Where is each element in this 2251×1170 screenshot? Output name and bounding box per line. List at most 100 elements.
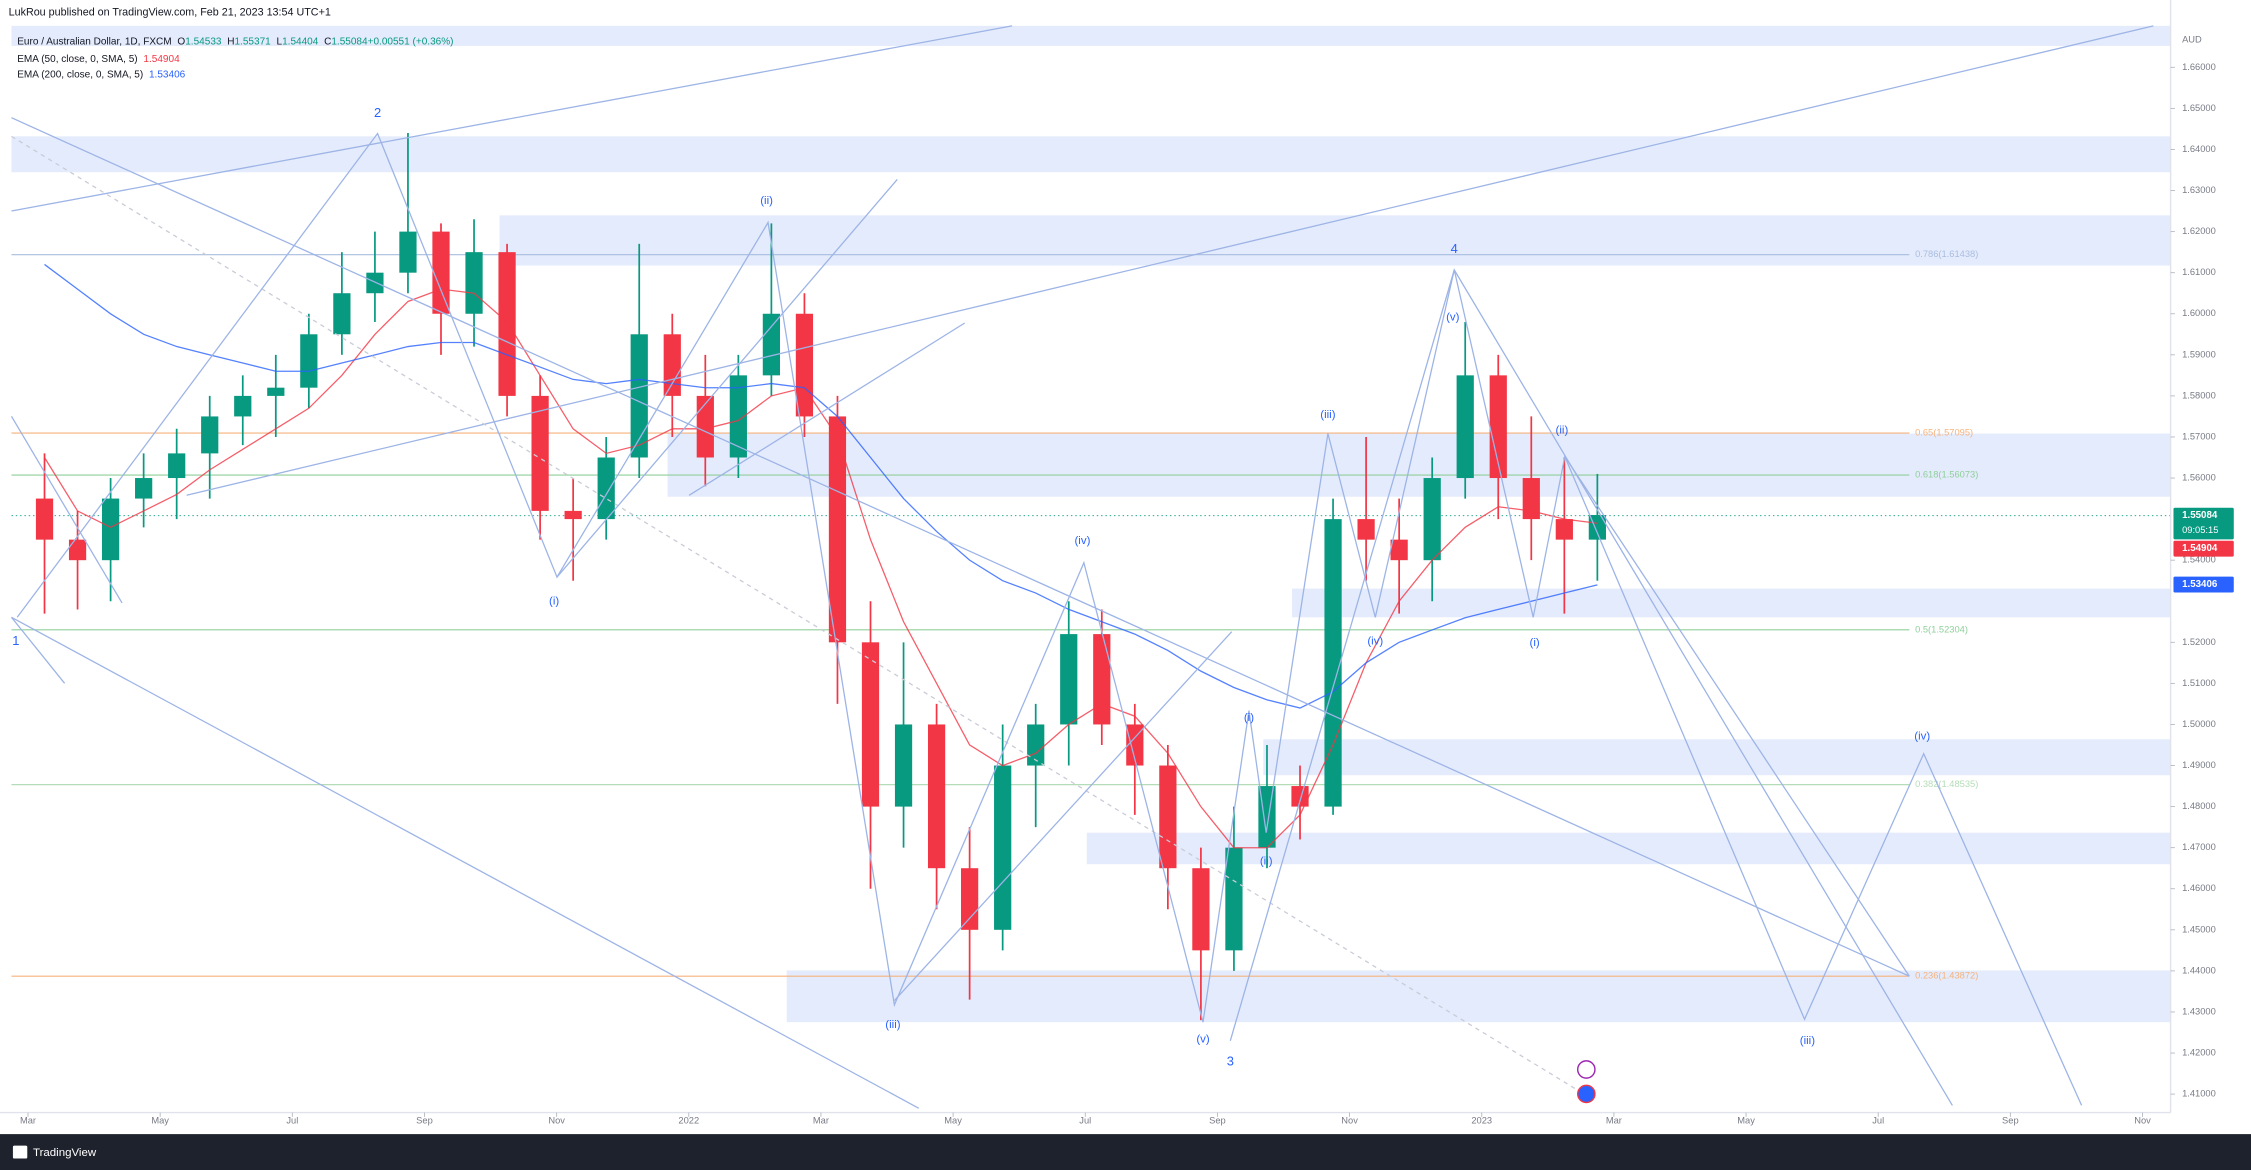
- y-tick-label: 1.51000: [2182, 678, 2216, 688]
- x-tick-label: 2023: [1471, 1116, 1492, 1126]
- y-tick-label: 1.56000: [2182, 473, 2216, 483]
- candle-body: [1192, 868, 1210, 951]
- zone: [11, 136, 2171, 173]
- logo[interactable]: [12, 1145, 28, 1159]
- footer-brand[interactable]: TradingView: [33, 1147, 97, 1159]
- wave-label: (v): [1446, 311, 1460, 323]
- zone: [1292, 588, 2171, 618]
- candle-body: [1324, 519, 1342, 807]
- trend-line: [10, 415, 123, 604]
- y-tick-label: 1.54000: [2182, 555, 2216, 565]
- candle-body: [1060, 634, 1078, 725]
- ema-name: EMA (200, close, 0, SMA, 5): [17, 69, 143, 80]
- ema-name: EMA (50, close, 0, SMA, 5): [17, 54, 137, 65]
- candle-body: [1588, 514, 1606, 540]
- price-tag: [2173, 507, 2234, 540]
- ohlc-key: O: [177, 36, 185, 47]
- y-tick-label: 1.47000: [2182, 842, 2216, 852]
- wave-label: (iv): [1074, 535, 1090, 547]
- candle-body: [432, 231, 450, 314]
- candle-body: [696, 395, 714, 458]
- candle-body: [1357, 519, 1375, 540]
- price-tag: [2173, 576, 2234, 593]
- wave-label: (iv): [1367, 636, 1383, 648]
- wave-labels: 1 2 (i) (ii) (iii) (iv) (v) 3 (i) (ii) (iii) (iv) (v…: [12, 105, 1930, 1069]
- wave-label: 1: [12, 633, 19, 648]
- candle-body: [498, 252, 516, 396]
- candle-body: [663, 334, 681, 396]
- candle-body: [729, 375, 747, 458]
- price-tag: [2173, 540, 2234, 557]
- wave-label: (i): [1530, 637, 1540, 649]
- trend-line: [11, 117, 1910, 977]
- symbol: Euro / Australian Dollar, 1D, FXCM: [17, 36, 171, 47]
- ohlc-value: +0.00551 (+0.36%): [368, 36, 454, 47]
- ema-legend-entry: EMA (50, close, 0, SMA, 5) 1.54904: [17, 54, 180, 65]
- wave-label: 3: [1227, 1054, 1234, 1069]
- wave-label: (i): [549, 596, 559, 608]
- y-tick-label: 1.60000: [2182, 308, 2216, 318]
- candle-body: [201, 416, 219, 454]
- x-tick-label: Mar: [813, 1116, 829, 1126]
- y-tick-label: 1.44000: [2182, 965, 2216, 975]
- trend-line: [1564, 456, 1910, 977]
- wave-path: [16, 132, 2083, 1106]
- candle-body: [399, 231, 417, 273]
- x-tick-label: Sep: [416, 1116, 433, 1126]
- candle-body: [1126, 724, 1144, 766]
- wave-label: (ii): [1556, 425, 1569, 437]
- fib-levels: 0.786(1.61438) 0.65(1.57095) 0.618(1.56073…: [11, 249, 2171, 981]
- publisher: LukRou published on TradingView.com, Feb…: [9, 7, 331, 19]
- ohlc-value: 1.55084: [331, 36, 368, 47]
- event-icon[interactable]: [1576, 1060, 1596, 1079]
- trend-line: [556, 179, 898, 578]
- zone: [786, 970, 2171, 1023]
- candle-body: [531, 395, 549, 511]
- ohlc-key: C: [324, 36, 331, 47]
- price-tags: 1.55084 09:05:15 1.54904 1.53406: [2173, 507, 2234, 593]
- wave-label: (iv): [1914, 730, 1930, 742]
- x-tick-label: May: [151, 1116, 169, 1126]
- wave-path: [1229, 268, 1953, 1106]
- candle-body: [68, 539, 87, 561]
- fib-label: 0.618(1.56073): [1915, 470, 1978, 480]
- ema-value: 1.53406: [149, 69, 186, 80]
- candle-body: [861, 642, 880, 807]
- y-tick-label: 1.58000: [2182, 390, 2216, 400]
- zones: [11, 25, 2171, 1023]
- ohlc-value: 1.54404: [282, 36, 319, 47]
- wave-label: (ii): [1260, 855, 1273, 867]
- candle-body: [465, 252, 483, 314]
- price-tag-time: 09:05:15: [2182, 525, 2218, 535]
- ohlc-key: H: [227, 36, 234, 47]
- trend-line: [893, 631, 1233, 1002]
- flag-icon[interactable]: [1576, 1084, 1596, 1104]
- candle-body: [101, 498, 120, 561]
- y-tick-label: 1.52000: [2182, 637, 2216, 647]
- x-tick-label: 2022: [678, 1116, 699, 1126]
- fib-label: 0.786(1.61438): [1915, 249, 1978, 259]
- candle-body: [564, 510, 582, 520]
- y-tick-label: 1.43000: [2182, 1006, 2216, 1016]
- candle-body: [300, 334, 318, 388]
- fib-label: 0.5(1.52304): [1915, 624, 1968, 634]
- y-tick-label: 1.64000: [2182, 144, 2216, 154]
- candle-body: [927, 724, 946, 869]
- x-axis: Mar May Jul Sep Nov 2022 Mar May Jul Sep Nov 2023 Ma…: [20, 1112, 2151, 1126]
- y-tick-label: 1.48000: [2182, 801, 2216, 811]
- candle-body: [1522, 478, 1540, 520]
- candle-body: [1456, 375, 1474, 479]
- wave-label: 2: [374, 105, 381, 120]
- ema-legend-entry: EMA (200, close, 0, SMA, 5) 1.53406: [17, 69, 185, 80]
- zone: [1263, 739, 2171, 776]
- y-tick-label: 1.62000: [2182, 226, 2216, 236]
- fib-label: 0.65(1.57095): [1915, 428, 1973, 438]
- zone: [499, 215, 2171, 266]
- candle-body: [366, 272, 384, 294]
- y-axis: 1.66000 1.65000 1.64000 1.63000 1.62000 1.610…: [2170, 62, 2216, 1099]
- y-tick-label: 1.57000: [2182, 431, 2216, 441]
- ema-value: 1.54904: [143, 54, 180, 65]
